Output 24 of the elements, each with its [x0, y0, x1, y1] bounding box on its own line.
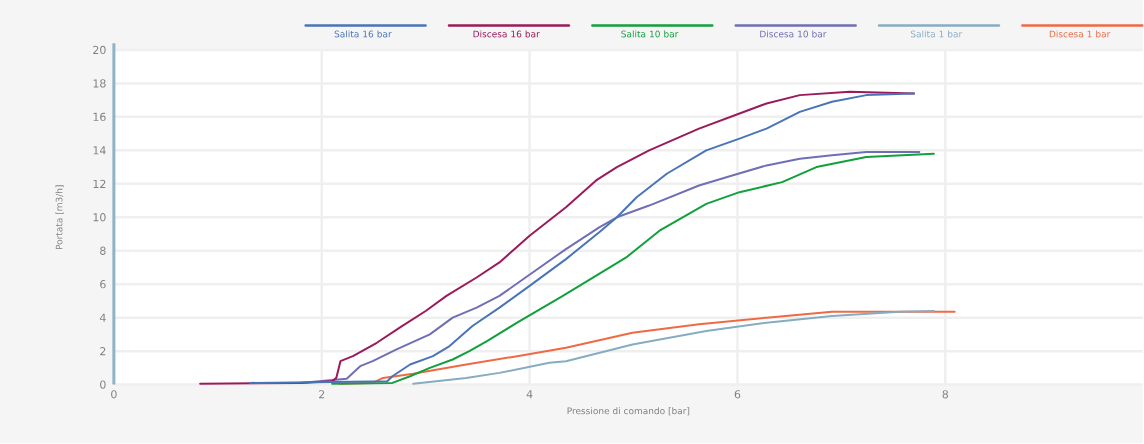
x-tick-label: 4 — [526, 390, 533, 399]
y-tick-label: 0 — [100, 380, 106, 389]
y-tick-label: 18 — [93, 79, 106, 88]
y-axis-title: Portata [m3/h] — [55, 185, 64, 250]
y-tick-label: 6 — [100, 280, 106, 289]
text: Salita 1 bar — [910, 30, 963, 38]
y-tick-label: 14 — [93, 146, 106, 155]
x-axis-title: Pressione di comando [bar] — [567, 407, 690, 416]
text: Discesa 1 bar — [1049, 30, 1111, 38]
text: Salita 16 bar — [334, 30, 392, 38]
x-tick-label: 0 — [111, 390, 117, 399]
text: Discesa 16 bar — [473, 30, 540, 38]
y-tick-label: 12 — [93, 179, 106, 189]
y-tick-label: 10 — [93, 213, 106, 222]
y-tick-label: 16 — [93, 112, 106, 122]
y-tick-label: 8 — [100, 246, 106, 256]
text: Salita 10 bar — [621, 30, 679, 38]
text: Discesa 10 bar — [760, 30, 827, 38]
y-tick-label: 2 — [100, 347, 106, 356]
x-tick-label: 8 — [942, 390, 949, 399]
x-tick-label: 2 — [319, 390, 325, 399]
y-tick-label: 4 — [99, 313, 106, 322]
y-tick-label: 20 — [93, 46, 106, 55]
x-tick-label: 6 — [734, 390, 741, 399]
